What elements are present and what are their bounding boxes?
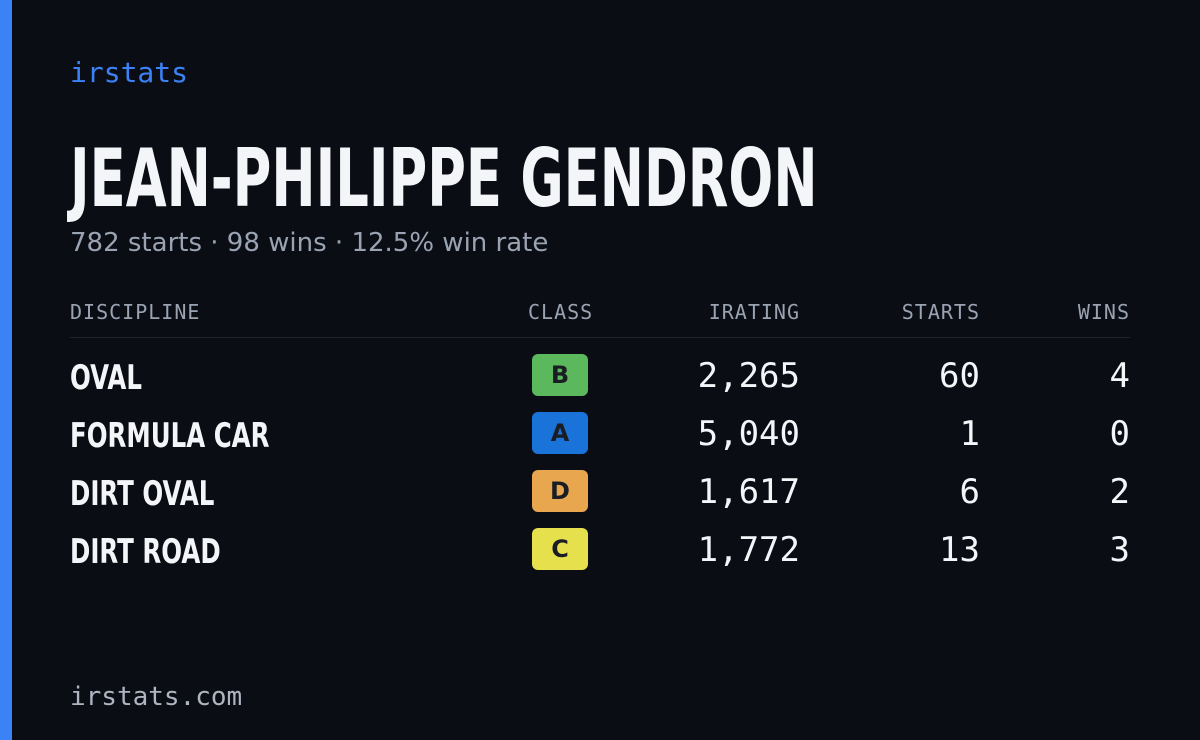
discipline-cell: DIRT ROAD [70, 532, 279, 574]
discipline: DIRT OVAL [70, 474, 215, 514]
irating: 1,617 [697, 472, 800, 512]
discipline: DIRT ROAD [70, 532, 221, 572]
class-badge: C [532, 528, 588, 570]
player-name: JEAN-PHILIPPE GENDRON [70, 132, 818, 225]
starts: 1 [959, 414, 980, 454]
column-header: DISCIPLINE [70, 300, 201, 324]
starts: 13 [939, 530, 980, 570]
column-header: WINS [1077, 300, 1130, 324]
column-header: STARTS [901, 300, 980, 324]
column-header: IRATING [708, 300, 800, 324]
class-badge: A [532, 412, 588, 454]
class-badge: B [532, 354, 588, 396]
brand: irstats [70, 56, 189, 89]
discipline-cell: OVAL [70, 358, 170, 400]
wins: 3 [1109, 530, 1130, 570]
irating: 2,265 [697, 356, 800, 396]
accent-bar [0, 0, 12, 740]
starts: 60 [939, 356, 980, 396]
class-badge: D [532, 470, 588, 512]
wins: 2 [1109, 472, 1130, 512]
discipline: FORMULA CAR [70, 416, 270, 456]
footer: irstats.com [70, 682, 243, 712]
irating: 5,040 [697, 414, 800, 454]
discipline-cell: DIRT OVAL [70, 474, 271, 516]
irating: 1,772 [697, 530, 800, 570]
wins: 0 [1109, 414, 1130, 454]
divider [70, 337, 1130, 338]
discipline-cell: FORMULA CAR [70, 416, 347, 458]
wins: 4 [1109, 356, 1130, 396]
starts: 6 [959, 472, 980, 512]
discipline: OVAL [70, 358, 142, 398]
name-wrap: JEAN-PHILIPPE GENDRON [70, 132, 1200, 228]
subtitle: 782 starts · 98 wins · 12.5% win rate [70, 228, 549, 258]
column-header: CLASS [528, 300, 594, 324]
